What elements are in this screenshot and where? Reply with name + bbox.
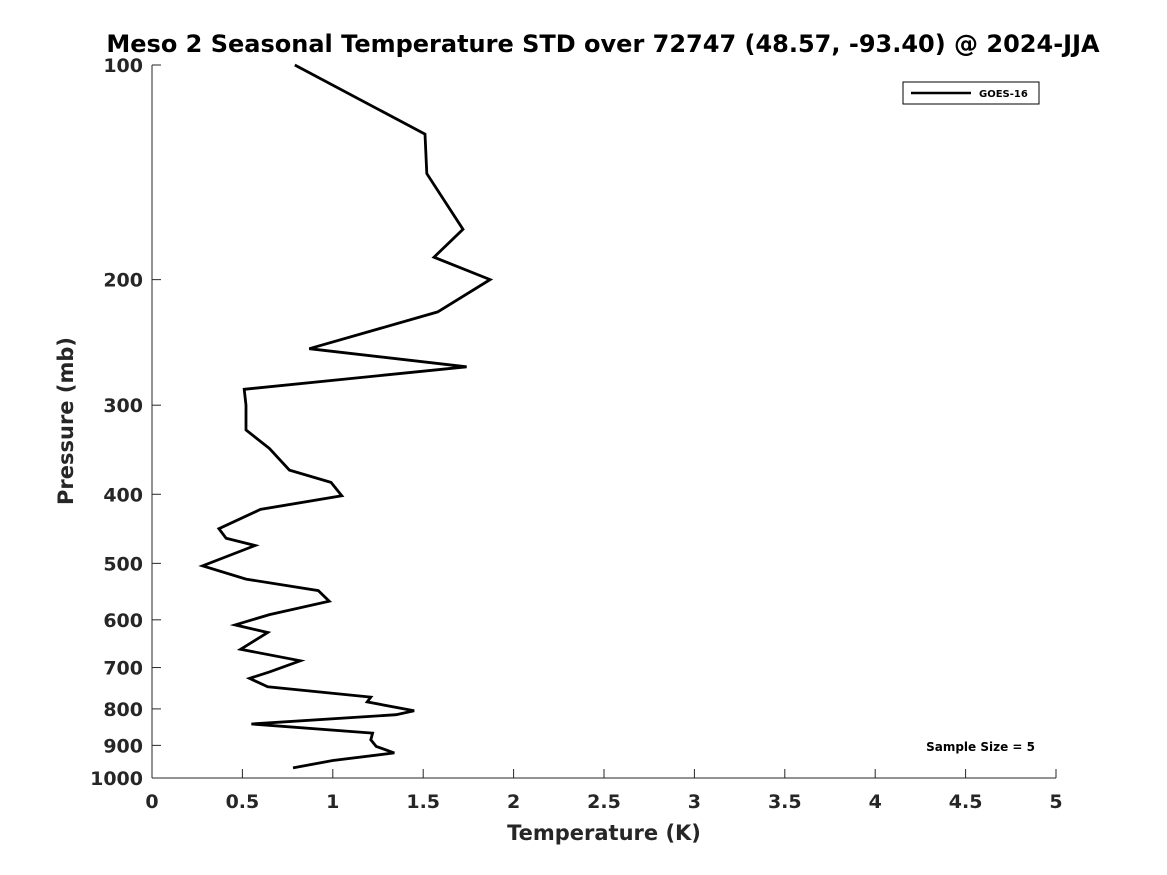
y-tick-label: 900 bbox=[103, 735, 143, 757]
y-tick-label: 1000 bbox=[90, 768, 143, 790]
x-tick-label: 3.5 bbox=[768, 791, 802, 813]
legend-label-goes-16: GOES-16 bbox=[979, 89, 1028, 100]
y-tick-label: 100 bbox=[103, 55, 143, 77]
x-tick-label: 4.5 bbox=[949, 791, 983, 813]
x-tick-label: 1 bbox=[326, 791, 339, 813]
y-tick-label: 300 bbox=[103, 395, 143, 417]
x-tick-label: 2 bbox=[507, 791, 520, 813]
y-axis-ticks: 100 200 300 400 500 600 700 800 900 1000 bbox=[90, 55, 161, 790]
x-tick-label: 4 bbox=[869, 791, 882, 813]
y-tick-label: 700 bbox=[103, 658, 143, 680]
x-axis-label: Temperature (K) bbox=[507, 821, 701, 845]
x-tick-label: 1.5 bbox=[406, 791, 440, 813]
legend: GOES-16 bbox=[902, 81, 1040, 105]
series-layer bbox=[198, 63, 494, 770]
y-tick-label: 200 bbox=[103, 270, 143, 292]
y-tick-label: 500 bbox=[103, 553, 143, 575]
sample-size-annotation: Sample Size = 5 bbox=[926, 740, 1035, 754]
x-tick-label: 0.5 bbox=[226, 791, 260, 813]
x-tick-label: 5 bbox=[1049, 791, 1062, 813]
y-axis-label: Pressure (mb) bbox=[54, 337, 78, 505]
y-tick-label: 400 bbox=[103, 484, 143, 506]
y-tick-label: 600 bbox=[103, 610, 143, 632]
x-tick-label: 3 bbox=[688, 791, 701, 813]
chart-title: Meso 2 Seasonal Temperature STD over 727… bbox=[106, 30, 1100, 58]
x-axis-ticks: 0 0.5 1 1.5 2 2.5 3 3.5 4 4.5 5 bbox=[145, 769, 1063, 813]
x-tick-label: 2.5 bbox=[587, 791, 621, 813]
series-line-goes-16 bbox=[198, 63, 494, 770]
x-tick-label: 0 bbox=[145, 791, 158, 813]
y-tick-label: 800 bbox=[103, 699, 143, 721]
